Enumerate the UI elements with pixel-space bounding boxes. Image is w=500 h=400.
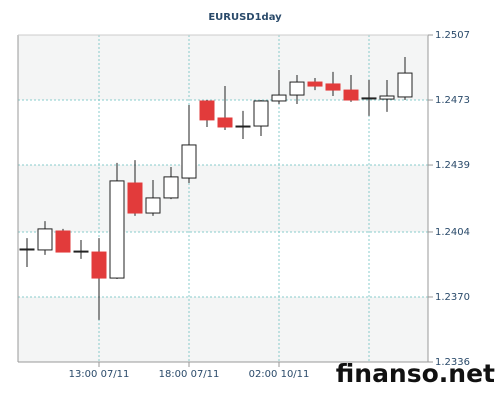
candle-body [235,125,251,128]
candle-body [397,72,413,98]
plot-band [18,231,428,297]
candle-body [109,180,125,279]
candle-body [145,197,161,214]
candle-body [271,94,287,102]
candle-body [307,81,323,87]
candle-body [361,97,377,100]
candle-body [91,251,107,279]
candle-body [325,83,341,91]
y-tick-label: 1.2336 [435,357,470,368]
y-tick-label: 1.2473 [435,95,470,106]
x-tick-label: 18:00 07/11 [159,369,220,380]
watermark: finanso.net [336,359,495,388]
y-tick-label: 1.2507 [435,30,470,41]
candle-body [253,100,269,127]
y-tick-label: 1.2370 [435,292,470,303]
candle-body [181,144,197,179]
candle-body [127,182,143,214]
candle-body [379,95,395,100]
x-tick-label: 02:00 10/11 [249,369,310,380]
candle-body [73,250,89,253]
candle-body [19,248,35,251]
candle-body [199,100,215,121]
y-tick-label: 1.2404 [435,227,470,238]
chart-title: EURUSD1day [208,12,282,23]
candle-body [163,176,179,199]
candle-body [55,230,71,253]
candle-body [217,117,233,128]
candle-body [37,228,53,251]
plot-band [18,165,428,232]
y-tick-label: 1.2439 [435,160,470,171]
plot-band [18,100,428,166]
x-tick-label: 13:00 07/11 [69,369,130,380]
plot-band [18,35,428,101]
candle-body [289,81,305,96]
candle-body [343,89,359,101]
plot-band [18,296,428,362]
